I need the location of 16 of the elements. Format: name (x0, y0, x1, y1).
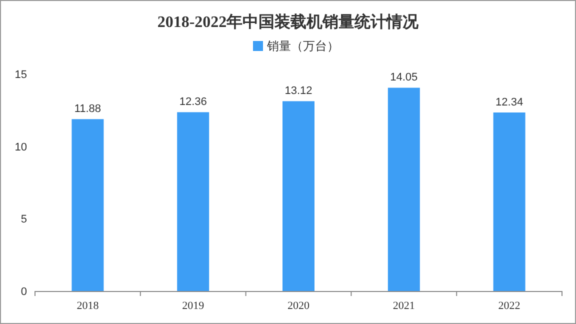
legend-label: 销量（万台） (266, 39, 339, 53)
x-tick-label: 2021 (392, 300, 415, 312)
data-label: 14.05 (390, 72, 418, 84)
title: 2018-2022年中国装载机销量统计情况 (157, 14, 419, 31)
y-tick-label: 15 (14, 69, 27, 81)
x-tick-label: 2020 (288, 300, 310, 312)
y-tick-label: 10 (14, 141, 27, 154)
y-tick-label: 0 (20, 286, 27, 298)
data-label: 12.36 (179, 96, 207, 108)
x-tick-label: 2018 (76, 300, 100, 312)
x-tick-label: 2019 (182, 300, 205, 312)
x-tick-label: 2022 (498, 300, 520, 312)
data-label: 13.12 (284, 85, 312, 98)
data-label: 11.88 (74, 103, 102, 116)
y-tick-label: 5 (20, 214, 27, 226)
data-label: 12.34 (496, 96, 524, 108)
